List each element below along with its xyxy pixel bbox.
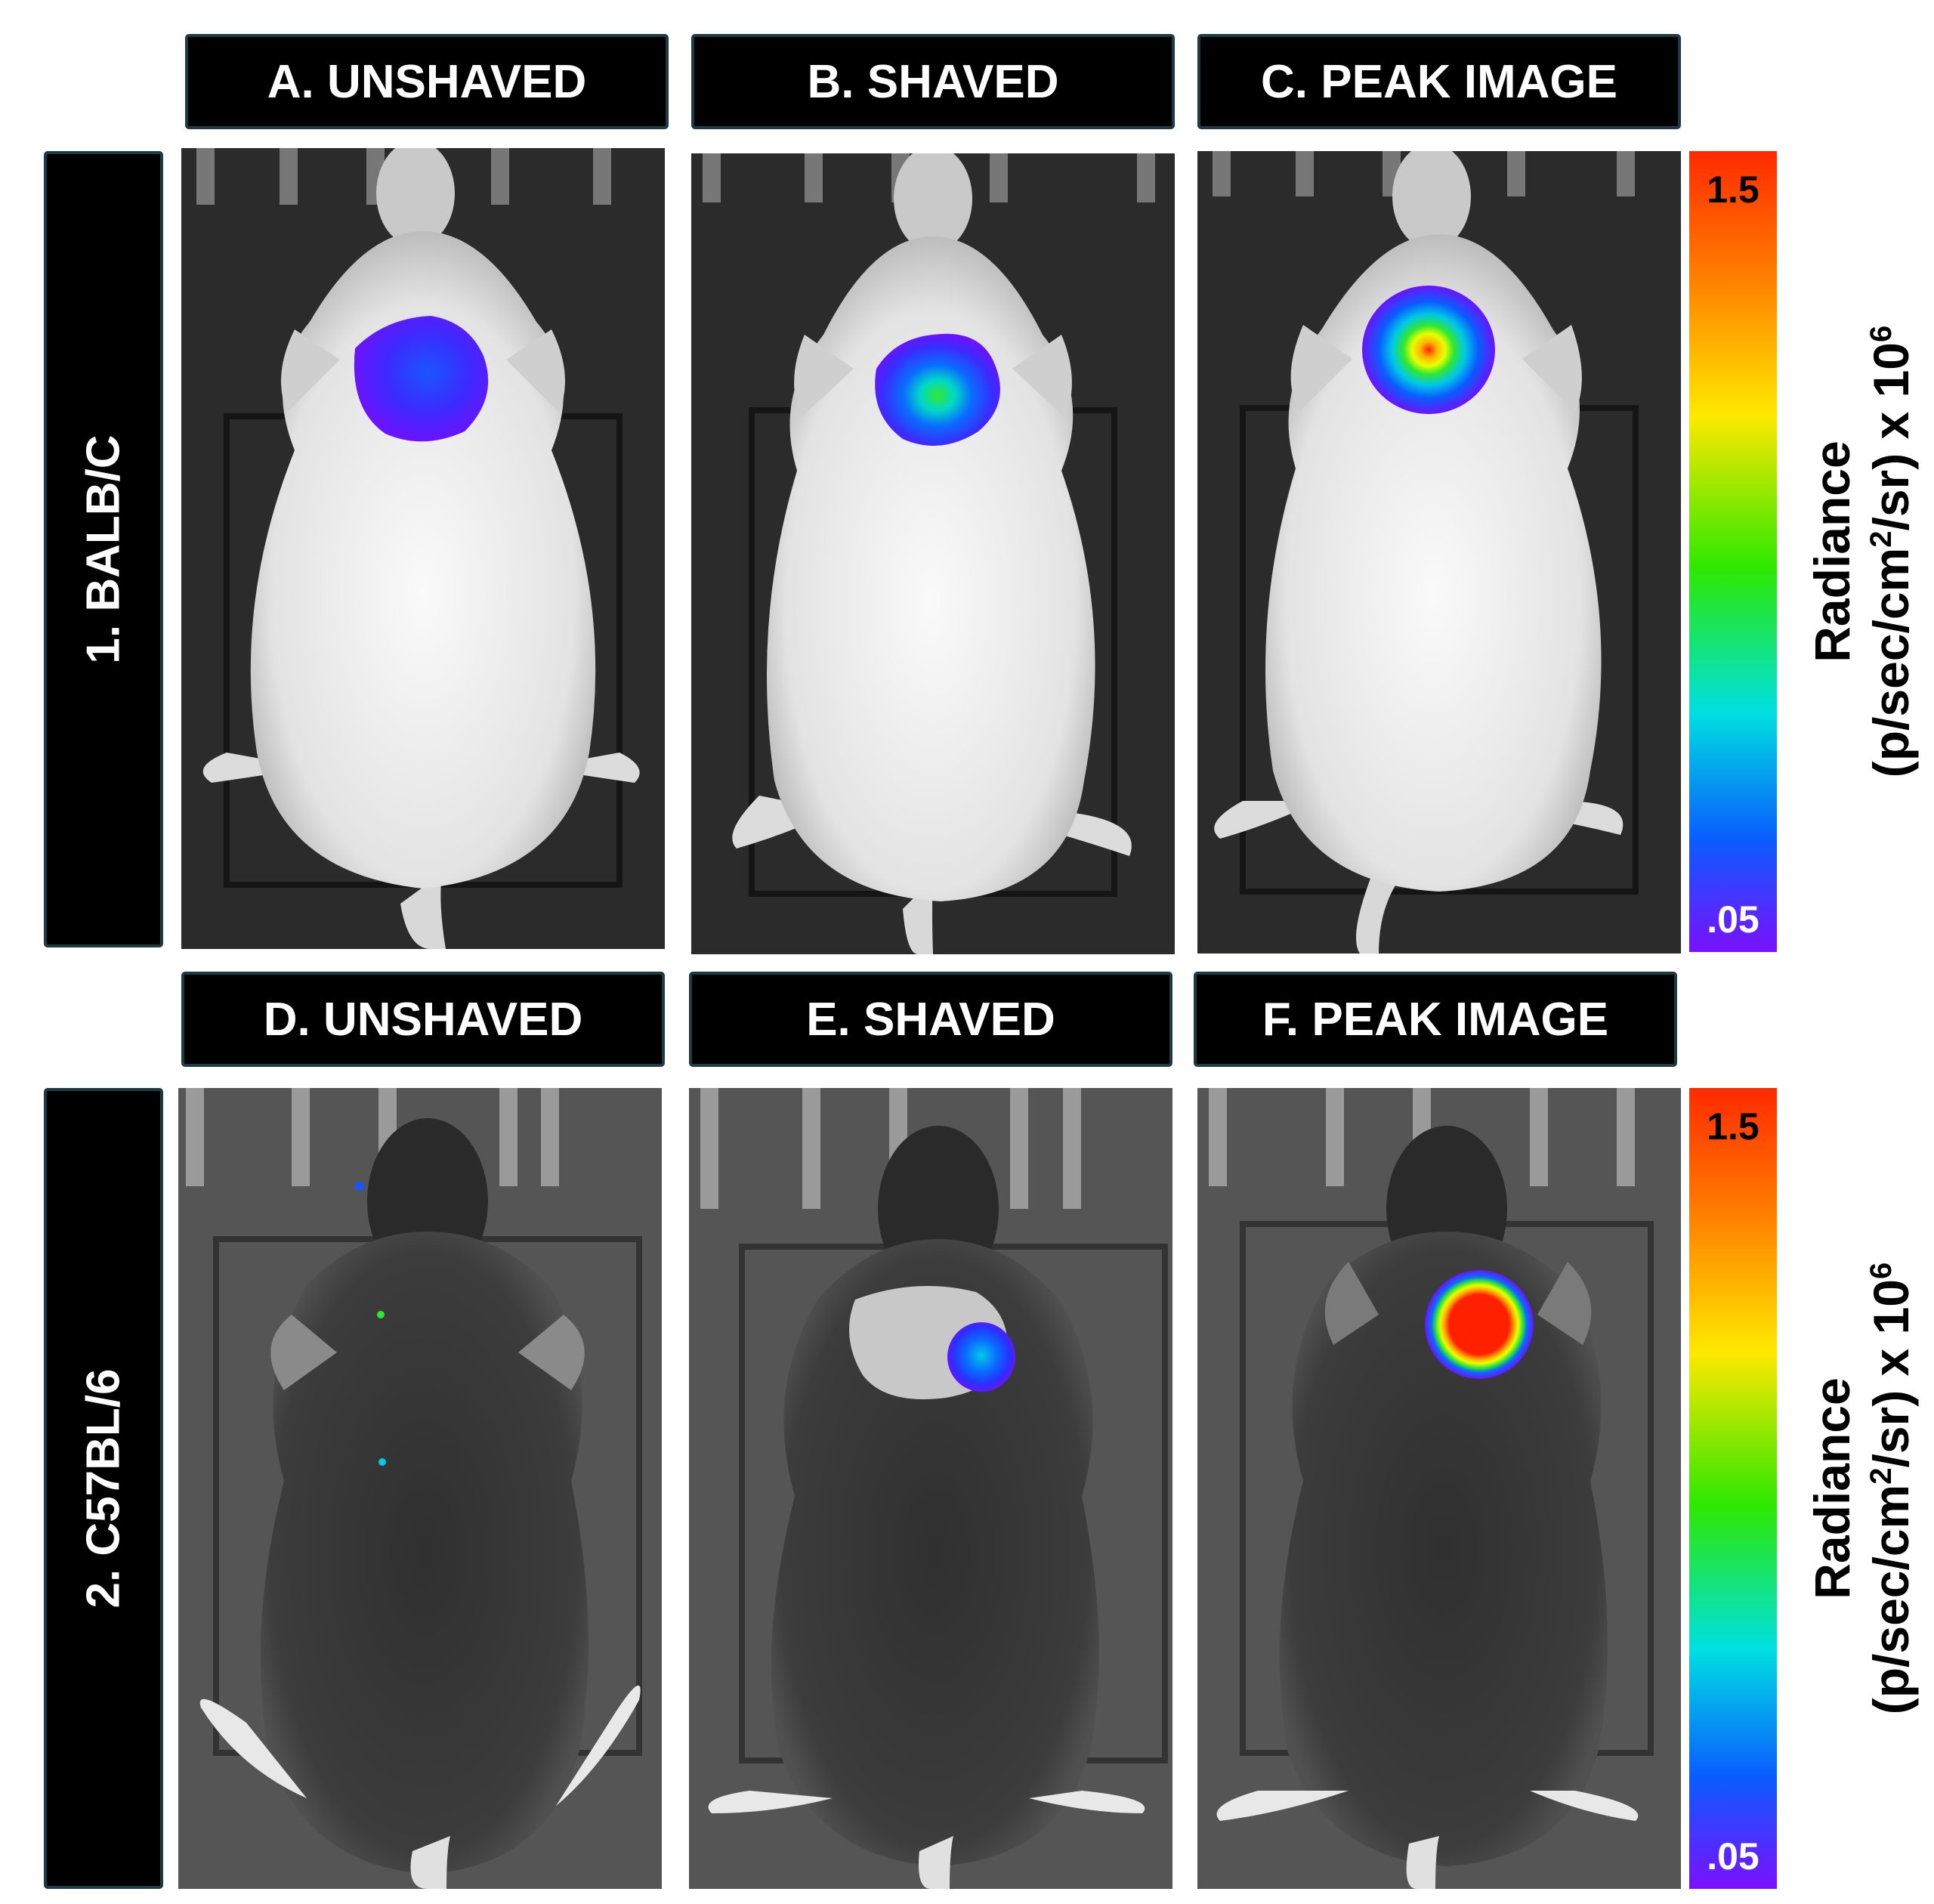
row-label-1-text: 1. BALB/C: [77, 434, 130, 664]
row-label-2: 2. C57BL/6: [44, 1088, 163, 1889]
colorbar-title-line1-2: Radiance: [1804, 1377, 1861, 1600]
colorbar-max-label: 1.5: [1707, 168, 1759, 211]
colorbar-min-label: .05: [1707, 898, 1759, 941]
row-label-1: 1. BALB/C: [44, 151, 163, 947]
column-label-c: C. PEAK IMAGE: [1197, 34, 1681, 129]
colorbar-title-row-1: Radiance (p/sec/cm2/sr) x 106: [1794, 151, 1930, 952]
colorbar-row-2: 1.5 .05: [1689, 1088, 1777, 1889]
column-label-f: F. PEAK IMAGE: [1194, 972, 1677, 1067]
colorbar-min-label-2: .05: [1707, 1835, 1759, 1878]
colorbar-row-1: 1.5 .05: [1689, 151, 1777, 952]
colorbar-title-row-2: Radiance (p/sec/cm2/sr) x 106: [1794, 1088, 1930, 1889]
colorbar-title-line1: Radiance: [1804, 440, 1861, 663]
column-label-b: B. SHAVED: [691, 34, 1175, 129]
image-panel-e: [689, 1088, 1172, 1889]
column-label-e: E. SHAVED: [689, 972, 1172, 1067]
image-panel-d: [178, 1088, 662, 1889]
colorbar-title-line2-2: (p/sec/cm2/sr) x 106: [1863, 1262, 1919, 1715]
column-label-a: A. UNSHAVED: [185, 34, 669, 129]
image-panel-a: [181, 148, 665, 949]
image-panel-f: [1197, 1088, 1681, 1889]
column-label-d: D. UNSHAVED: [181, 972, 665, 1067]
image-panel-b: [691, 153, 1175, 954]
colorbar-title-line2: (p/sec/cm2/sr) x 106: [1863, 325, 1919, 778]
colorbar-max-label-2: 1.5: [1707, 1105, 1759, 1148]
row-label-2-text: 2. C57BL/6: [77, 1368, 130, 1609]
image-panel-c: [1197, 151, 1681, 954]
